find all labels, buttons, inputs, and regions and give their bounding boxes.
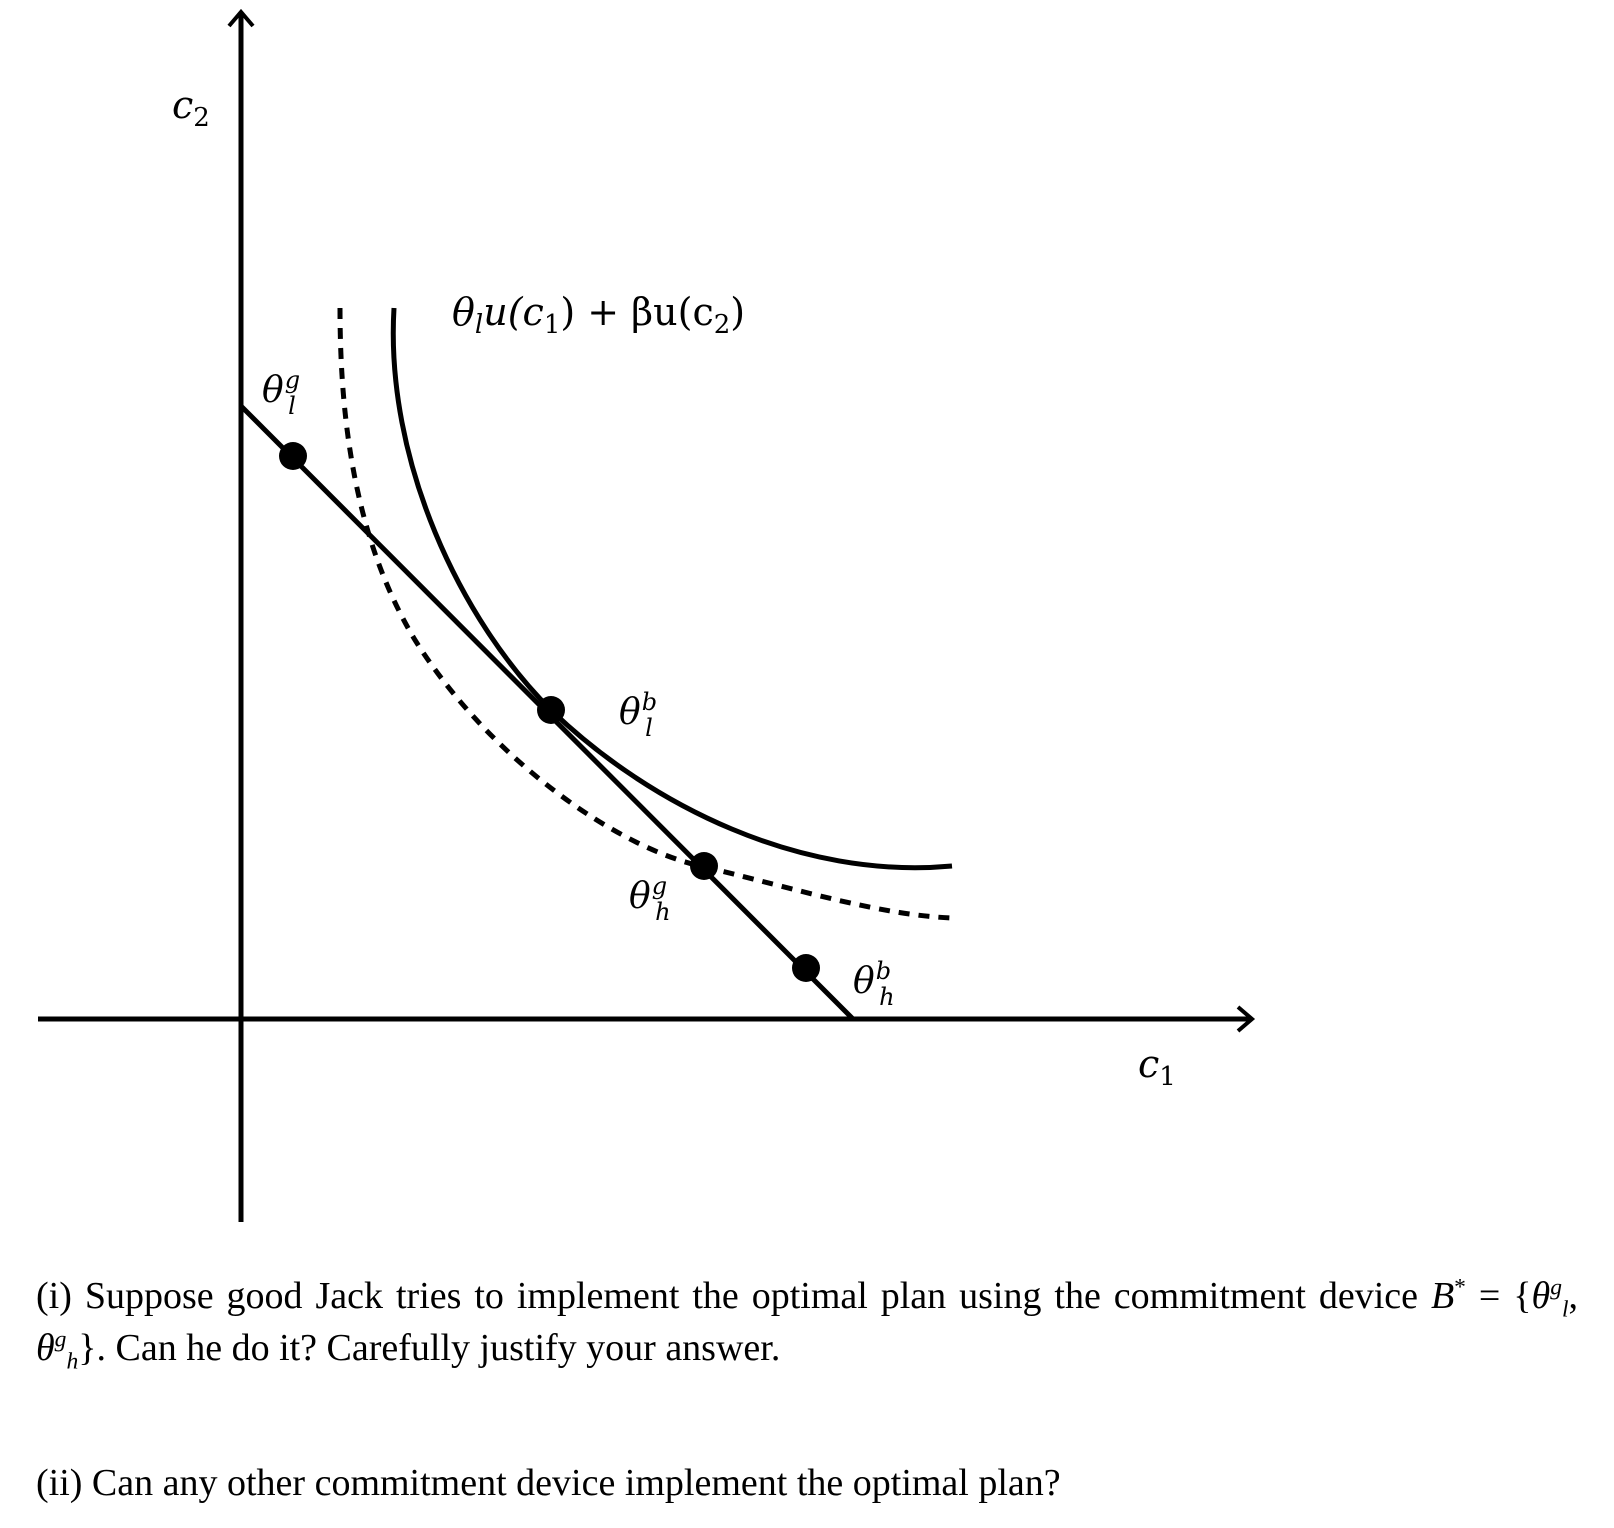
point-theta-l-g: [279, 442, 307, 470]
elem2-sub: h: [66, 1348, 79, 1375]
label-theta-l-g: θg l: [262, 366, 300, 420]
question-i-lead: (i) Suppose good Jack tries to implement…: [36, 1275, 1431, 1317]
elem-comma: ,: [1568, 1275, 1579, 1317]
x-axis-arrow-icon: [1236, 1005, 1256, 1033]
question-ii: (ii) Can any other commitment device imp…: [36, 1462, 1061, 1504]
question-i-tail: . Can he do it? Carefully justify your a…: [96, 1327, 781, 1369]
diagram: c2 c1 θlu(c1) + βu(c2) θg l θb l θg h θb h: [38, 8, 1256, 1222]
set-star: *: [1454, 1274, 1466, 1301]
set-name: B: [1430, 1275, 1455, 1317]
equals-brace: = {: [1465, 1275, 1532, 1317]
question-i: (i) Suppose good Jack tries to implement…: [36, 1270, 1578, 1374]
indifference-curve-label: θlu(c1) + βu(c2): [452, 290, 745, 340]
elem1-sup: g: [1550, 1274, 1562, 1301]
point-theta-l-b: [537, 696, 565, 724]
y-axis-arrow-icon: [227, 8, 255, 28]
elem2-sup: g: [54, 1326, 67, 1353]
label-theta-l-b: θb l: [619, 688, 657, 742]
close-brace: }: [78, 1327, 97, 1369]
label-theta-h-g: θg h: [629, 872, 671, 926]
elem1-sym: θ: [1531, 1275, 1551, 1317]
y-axis-label: c2: [172, 83, 210, 133]
x-axis-label: c1: [1138, 1042, 1176, 1092]
dashed-indifference-curve: [337, 307, 953, 921]
label-theta-h-b: θb h: [853, 957, 895, 1011]
solid-indifference-curve: [390, 307, 953, 871]
elem2-sym: θ: [36, 1327, 55, 1369]
elem1-sub: l: [1561, 1296, 1569, 1323]
point-theta-h-g: [690, 852, 718, 880]
point-theta-h-b: [792, 954, 820, 982]
